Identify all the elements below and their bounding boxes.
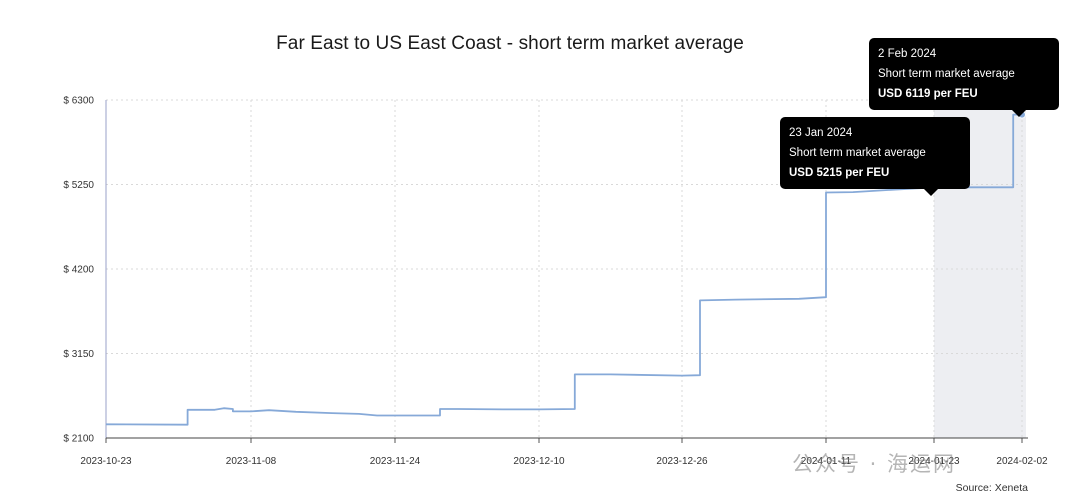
series-line [105, 113, 1022, 426]
tooltip-value: USD 6119 per FEU [878, 88, 978, 100]
y-tick-label: $ 3150 [63, 349, 94, 360]
x-tick-label: 2023-11-08 [226, 456, 277, 467]
y-tick-label: $ 6300 [63, 96, 94, 107]
chart-title: Far East to US East Coast - short term m… [276, 33, 744, 54]
x-tick-label: 2024-02-02 [996, 456, 1048, 467]
y-tick-label: $ 4200 [63, 265, 94, 276]
y-tick-label: $ 2100 [63, 434, 94, 445]
x-tick-label: 2023-12-10 [513, 456, 565, 467]
x-tick-label: 2023-11-24 [370, 456, 421, 467]
y-tick-label: $ 5250 [63, 180, 94, 191]
tooltip-date: 23 Jan 2024 [789, 127, 853, 139]
x-tick-label: 2024-01-11 [801, 456, 852, 467]
tooltip-value: USD 5215 per FEU [789, 167, 890, 179]
watermark-text: 公众号 · 海运网 [792, 452, 957, 476]
x-tick-label: 2023-12-26 [656, 456, 708, 467]
tooltip-jan-23: 23 Jan 2024 Short term market average US… [780, 117, 970, 196]
tooltip-feb-2: 2 Feb 2024 Short term market average USD… [869, 38, 1059, 117]
x-tick-label: 2023-10-23 [80, 456, 132, 467]
source-note: Source: Xeneta [955, 482, 1028, 494]
tooltip-label: Short term market average [878, 68, 1015, 80]
x-tick-label: 2024-01-23 [908, 456, 960, 467]
tooltip-date: 2 Feb 2024 [878, 48, 937, 60]
tooltip-label: Short term market average [789, 147, 926, 159]
